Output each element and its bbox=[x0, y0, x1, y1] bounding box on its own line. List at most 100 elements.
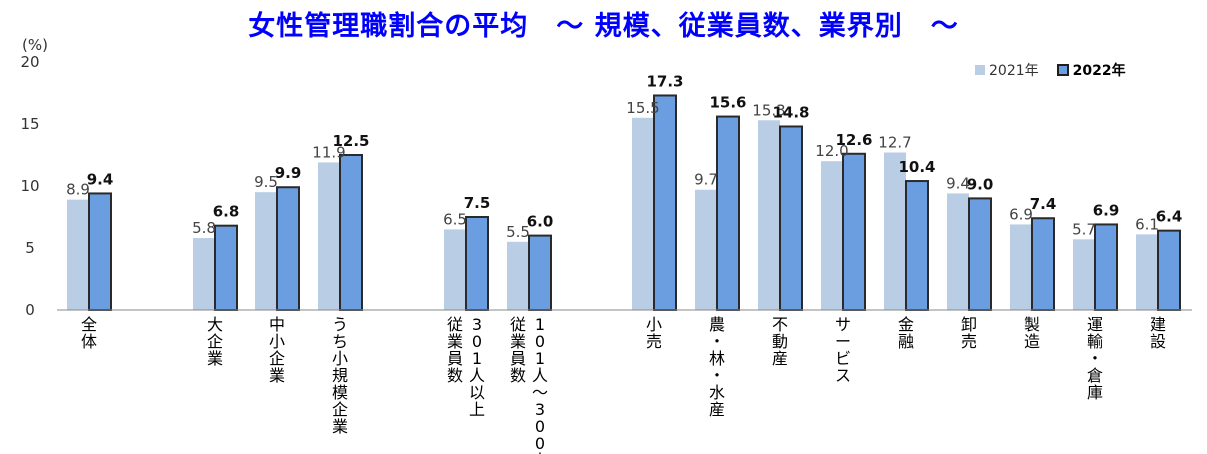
category-label: 上 bbox=[469, 400, 485, 419]
bar-2021 bbox=[318, 162, 340, 310]
category-label: 融 bbox=[898, 332, 914, 351]
y-tick-label: 20 bbox=[20, 53, 39, 71]
data-label-2022: 12.5 bbox=[332, 132, 369, 150]
data-label-2021: 11.9 bbox=[312, 143, 345, 161]
category-label: 3 bbox=[535, 400, 545, 419]
category-label: 造 bbox=[1024, 332, 1040, 351]
category-label: 中 bbox=[269, 315, 285, 334]
category-label: 輸 bbox=[1087, 332, 1103, 351]
bar-2021 bbox=[821, 161, 843, 310]
data-label-2022: 15.6 bbox=[709, 94, 746, 112]
category-label: 0 bbox=[472, 332, 482, 351]
data-label-2021: 8.9 bbox=[66, 181, 90, 199]
bar-2022 bbox=[339, 154, 363, 311]
data-label-2022: 9.4 bbox=[87, 170, 114, 188]
category-label: 1 bbox=[472, 349, 482, 368]
category-label: ～ bbox=[532, 383, 548, 402]
category-label: 小 bbox=[646, 315, 662, 334]
y-axis-label: (%) bbox=[22, 36, 48, 54]
data-label-2022: 10.4 bbox=[898, 158, 935, 176]
bar-2022 bbox=[779, 125, 803, 312]
category-label: 業 bbox=[447, 332, 463, 351]
data-label-2022: 6.8 bbox=[213, 203, 240, 221]
category-label: 売 bbox=[961, 332, 977, 351]
category-label: 倉 bbox=[1087, 366, 1103, 385]
category-label: 企 bbox=[332, 400, 348, 419]
bar-2022 bbox=[968, 197, 992, 311]
category-label: 体 bbox=[81, 332, 97, 351]
bar-2021 bbox=[255, 192, 277, 310]
data-label-2021: 12.7 bbox=[878, 134, 911, 152]
category-label: 数 bbox=[447, 366, 463, 385]
data-label-2022: 12.6 bbox=[835, 131, 872, 149]
chart-title: 女性管理職割合の平均 ～ 規模、従業員数、業界別 ～ bbox=[248, 11, 959, 42]
category-label: 従 bbox=[510, 315, 526, 334]
bar-2021 bbox=[193, 238, 215, 310]
category-label: 不 bbox=[772, 315, 788, 334]
legend: 2021年 2022年 bbox=[975, 60, 1126, 80]
category-label: 1 bbox=[535, 349, 545, 368]
category-label: 産 bbox=[772, 349, 788, 368]
bar-2022 bbox=[905, 180, 929, 311]
category-label: 企 bbox=[269, 349, 285, 368]
data-label-2021: 9.4 bbox=[946, 174, 970, 192]
bar-2021 bbox=[507, 241, 529, 310]
bar-2021 bbox=[1073, 239, 1095, 310]
category-label: 農 bbox=[709, 315, 725, 334]
data-label-2022: 9.0 bbox=[967, 175, 994, 193]
bar-2021 bbox=[947, 193, 969, 310]
category-label: 水 bbox=[709, 383, 725, 402]
legend-label-2022: 2022年 bbox=[1072, 63, 1126, 79]
y-tick-label: 5 bbox=[25, 239, 35, 257]
bar-2021 bbox=[1010, 224, 1032, 310]
category-label: 小 bbox=[332, 349, 348, 368]
category-label: ・ bbox=[709, 366, 725, 385]
data-label-2022: 17.3 bbox=[646, 72, 683, 90]
category-label: 林 bbox=[709, 349, 725, 368]
category-label: 人 bbox=[469, 366, 485, 385]
bar-2022 bbox=[842, 152, 866, 311]
y-tick-label: 15 bbox=[20, 115, 39, 133]
bar-2022 bbox=[1157, 229, 1181, 311]
bar-2021 bbox=[444, 229, 466, 310]
category-label: 数 bbox=[510, 366, 526, 385]
category-label: 業 bbox=[332, 417, 348, 436]
category-label: 設 bbox=[1150, 332, 1166, 351]
bar-2022 bbox=[716, 115, 740, 311]
category-label: 人 bbox=[532, 451, 548, 454]
category-label: 人 bbox=[532, 366, 548, 385]
data-label-2022: 7.4 bbox=[1030, 195, 1057, 213]
category-label: ち bbox=[332, 332, 348, 351]
category-label: 業 bbox=[207, 349, 223, 368]
category-label: ー bbox=[835, 332, 851, 351]
category-label: 0 bbox=[535, 417, 545, 436]
data-label-2022: 14.8 bbox=[772, 103, 809, 121]
category-label: 全 bbox=[81, 315, 97, 334]
category-label: 建 bbox=[1150, 315, 1166, 334]
bar-2022 bbox=[1031, 217, 1055, 312]
bar-2022 bbox=[214, 224, 238, 311]
data-label-2022: 6.4 bbox=[1156, 208, 1183, 226]
category-label: 0 bbox=[535, 332, 545, 351]
category-label: 業 bbox=[510, 332, 526, 351]
category-label: 庫 bbox=[1087, 383, 1103, 402]
category-label: 1 bbox=[535, 315, 545, 334]
category-label: ・ bbox=[1087, 349, 1103, 368]
bar-2021 bbox=[1136, 234, 1158, 310]
data-label-2022: 7.5 bbox=[464, 194, 491, 212]
category-label: 産 bbox=[709, 400, 725, 419]
data-label-2022: 6.9 bbox=[1093, 201, 1120, 219]
data-label-2021: 5.7 bbox=[1072, 220, 1096, 238]
data-label-2021: 12.0 bbox=[815, 142, 848, 160]
data-label-2021: 5.5 bbox=[506, 223, 530, 241]
category-label: ス bbox=[835, 366, 851, 385]
bar-2022 bbox=[465, 216, 489, 311]
bar-2022 bbox=[1094, 223, 1118, 311]
category-label: 業 bbox=[269, 366, 285, 385]
category-label: 小 bbox=[269, 332, 285, 351]
bar-2022 bbox=[276, 186, 300, 312]
data-label-2022: 9.9 bbox=[275, 164, 302, 182]
category-label: 3 bbox=[472, 315, 482, 334]
category-label: サ bbox=[835, 315, 851, 334]
